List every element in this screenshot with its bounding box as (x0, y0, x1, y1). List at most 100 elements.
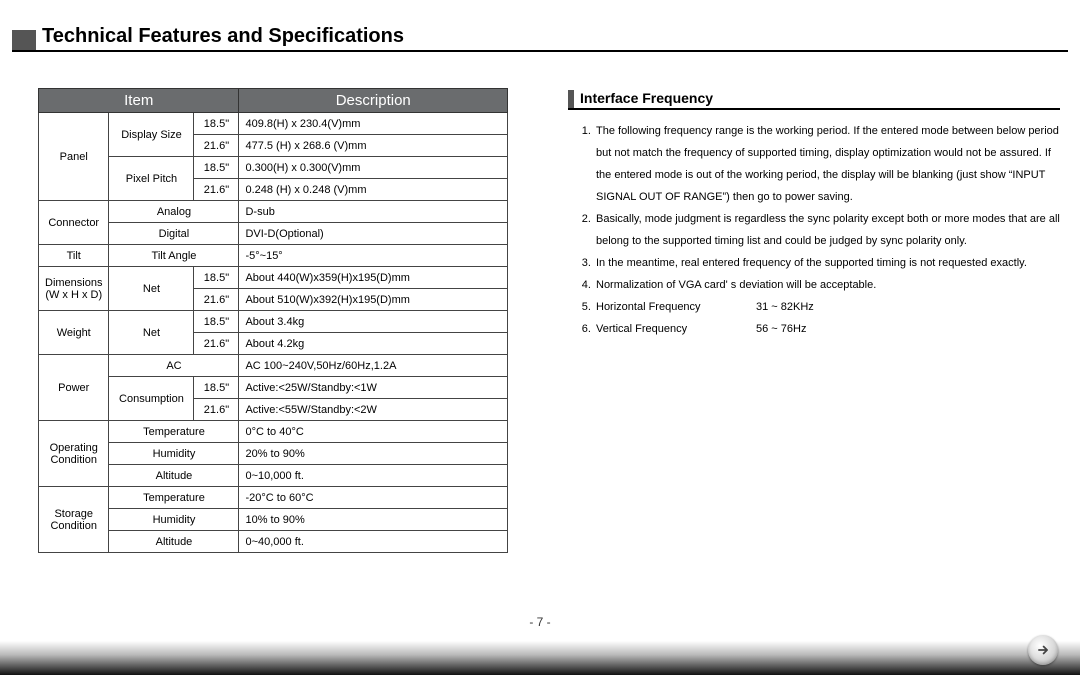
table-row: Altitude 0~40,000 ft. (39, 531, 508, 553)
cell-size: 21.6" (194, 179, 239, 201)
cell-panel: Panel (39, 113, 109, 201)
page-number: - 7 - (0, 615, 1080, 629)
cell-dimensions: Dimensions (W x H x D) (39, 267, 109, 311)
cell-stcond-l1: Storage (54, 508, 93, 520)
cell-dim-l2: (W x H x D) (45, 289, 102, 301)
cell-tilt-angle: Tilt Angle (109, 245, 239, 267)
list-item: The following frequency range is the wor… (594, 120, 1060, 208)
cell-size: 21.6" (194, 289, 239, 311)
table-row: Storage Condition Temperature -20°C to 6… (39, 487, 508, 509)
cell-weight-net: Net (109, 311, 194, 355)
cell-value: About 510(W)x392(H)x195(D)mm (239, 289, 508, 311)
cell-op-temp: Temperature (109, 421, 239, 443)
spec-table-column: Item Description Panel Display Size 18.5… (38, 88, 508, 615)
page-title-bar: Technical Features and Specifications (12, 26, 1068, 52)
sub-title-block-icon (568, 90, 574, 108)
interface-frequency-list: The following frequency range is the wor… (568, 120, 1060, 340)
cell-value: Active:<25W/Standby:<1W (239, 377, 508, 399)
cell-size: 21.6" (194, 135, 239, 157)
cell-stcond-l2: Condition (50, 520, 96, 532)
table-row: Altitude 0~10,000 ft. (39, 465, 508, 487)
cell-value: Active:<55W/Standby:<2W (239, 399, 508, 421)
arrow-right-icon (1036, 643, 1050, 657)
cell-connector: Connector (39, 201, 109, 245)
cell-value: 0.248 (H) x 0.248 (V)mm (239, 179, 508, 201)
interface-frequency-column: Interface Frequency The following freque… (568, 88, 1060, 615)
cell-analog: Analog (109, 201, 239, 223)
table-row: Consumption 18.5" Active:<25W/Standby:<1… (39, 377, 508, 399)
cell-value: 10% to 90% (239, 509, 508, 531)
spec-table: Item Description Panel Display Size 18.5… (38, 88, 508, 553)
content-area: Item Description Panel Display Size 18.5… (38, 88, 1060, 615)
cell-value: About 440(W)x359(H)x195(D)mm (239, 267, 508, 289)
cell-value: DVI-D(Optional) (239, 223, 508, 245)
cell-value: D-sub (239, 201, 508, 223)
title-block-icon (12, 30, 36, 50)
cell-value: -20°C to 60°C (239, 487, 508, 509)
table-header-row: Item Description (39, 89, 508, 113)
cell-size: 21.6" (194, 333, 239, 355)
cell-size: 18.5" (194, 267, 239, 289)
table-row: Humidity 10% to 90% (39, 509, 508, 531)
cell-display-size: Display Size (109, 113, 194, 157)
list-item: Basically, mode judgment is regardless t… (594, 208, 1060, 252)
hfreq-value: 31 ~ 82KHz (756, 296, 814, 318)
vfreq-label: Vertical Frequency (596, 318, 756, 340)
cell-size: 18.5" (194, 157, 239, 179)
header-item: Item (39, 89, 239, 113)
table-row: Connector Analog D-sub (39, 201, 508, 223)
cell-value: 477.5 (H) x 268.6 (V)mm (239, 135, 508, 157)
cell-digital: Digital (109, 223, 239, 245)
cell-consumption: Consumption (109, 377, 194, 421)
cell-value: -5°~15° (239, 245, 508, 267)
cell-weight: Weight (39, 311, 109, 355)
cell-st-alt: Altitude (109, 531, 239, 553)
cell-opcond-l2: Condition (50, 454, 96, 466)
cell-size: 18.5" (194, 311, 239, 333)
table-row: Weight Net 18.5" About 3.4kg (39, 311, 508, 333)
cell-value: 0.300(H) x 0.300(V)mm (239, 157, 508, 179)
cell-storage-condition: Storage Condition (39, 487, 109, 553)
cell-opcond-l1: Operating (50, 442, 98, 454)
cell-op-alt: Altitude (109, 465, 239, 487)
table-row: Pixel Pitch 18.5" 0.300(H) x 0.300(V)mm (39, 157, 508, 179)
header-description: Description (239, 89, 508, 113)
table-row: Humidity 20% to 90% (39, 443, 508, 465)
cell-value: About 4.2kg (239, 333, 508, 355)
cell-tilt: Tilt (39, 245, 109, 267)
cell-operating-condition: Operating Condition (39, 421, 109, 487)
cell-value: 20% to 90% (239, 443, 508, 465)
cell-size: 21.6" (194, 399, 239, 421)
interface-title: Interface Frequency (580, 90, 713, 106)
cell-size: 18.5" (194, 377, 239, 399)
list-item: In the meantime, real entered frequency … (594, 252, 1060, 274)
cell-value: 409.8(H) x 230.4(V)mm (239, 113, 508, 135)
table-row: Digital DVI-D(Optional) (39, 223, 508, 245)
interface-title-bar: Interface Frequency (568, 88, 1060, 110)
cell-value: About 3.4kg (239, 311, 508, 333)
cell-dim-net: Net (109, 267, 194, 311)
footer-gradient (0, 641, 1080, 675)
table-row: Operating Condition Temperature 0°C to 4… (39, 421, 508, 443)
cell-st-hum: Humidity (109, 509, 239, 531)
page-title: Technical Features and Specifications (42, 25, 404, 50)
cell-dim-l1: Dimensions (45, 277, 102, 289)
cell-st-temp: Temperature (109, 487, 239, 509)
table-row: Panel Display Size 18.5" 409.8(H) x 230.… (39, 113, 508, 135)
cell-value: AC 100~240V,50Hz/60Hz,1.2A (239, 355, 508, 377)
cell-value: 0°C to 40°C (239, 421, 508, 443)
cell-pixel-pitch: Pixel Pitch (109, 157, 194, 201)
list-item: Horizontal Frequency 31 ~ 82KHz (594, 296, 1060, 318)
cell-power: Power (39, 355, 109, 421)
table-row: Tilt Tilt Angle -5°~15° (39, 245, 508, 267)
next-page-button[interactable] (1028, 635, 1058, 665)
cell-size: 18.5" (194, 113, 239, 135)
hfreq-label: Horizontal Frequency (596, 296, 756, 318)
table-row: Dimensions (W x H x D) Net 18.5" About 4… (39, 267, 508, 289)
vfreq-value: 56 ~ 76Hz (756, 318, 806, 340)
cell-op-hum: Humidity (109, 443, 239, 465)
cell-value: 0~10,000 ft. (239, 465, 508, 487)
table-row: Power AC AC 100~240V,50Hz/60Hz,1.2A (39, 355, 508, 377)
list-item: Vertical Frequency 56 ~ 76Hz (594, 318, 1060, 340)
cell-value: 0~40,000 ft. (239, 531, 508, 553)
